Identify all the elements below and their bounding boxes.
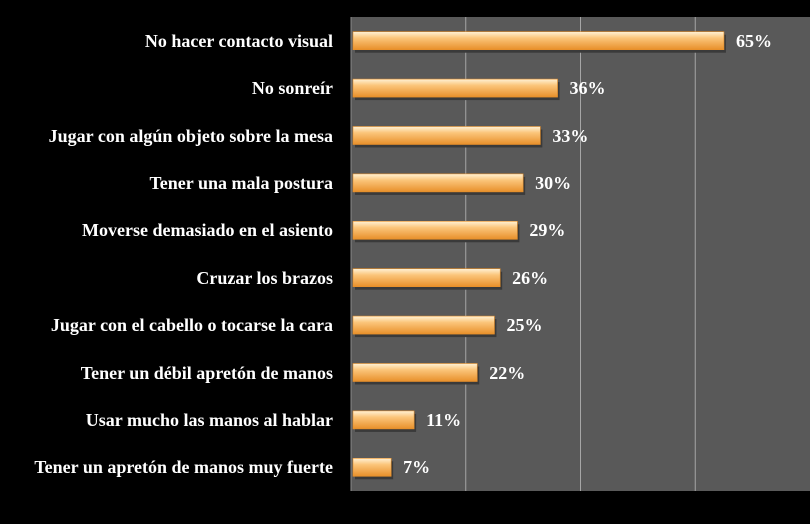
bar-rect	[352, 363, 478, 382]
bar-rect	[352, 78, 558, 98]
bar-rect	[352, 315, 495, 335]
bar-rect	[352, 268, 501, 288]
bar	[352, 268, 503, 290]
bar-rect	[352, 173, 524, 193]
data-label: 7%	[403, 457, 431, 478]
data-label: 33%	[552, 125, 589, 146]
category-label: Moverse demasiado en el asiento	[82, 220, 333, 241]
bar-rect	[352, 457, 392, 477]
bar	[352, 410, 417, 432]
category-label: Usar mucho las manos al hablar	[85, 409, 333, 430]
category-label: Cruzar los brazos	[196, 267, 333, 288]
data-label: 30%	[535, 172, 572, 193]
data-label: 25%	[506, 315, 543, 336]
bar	[352, 173, 526, 195]
data-label: 65%	[735, 30, 772, 51]
bar-rect	[352, 31, 725, 51]
data-label: 22%	[489, 362, 526, 383]
bar-rect	[352, 126, 541, 145]
bar	[352, 78, 560, 101]
category-label: Tener un débil apretón de manos	[80, 362, 333, 383]
data-label: 36%	[569, 78, 606, 99]
data-label: 26%	[512, 267, 549, 288]
bar	[352, 457, 394, 480]
data-label: 11%	[426, 409, 462, 430]
data-label: 29%	[529, 220, 566, 241]
bar	[352, 221, 520, 243]
bars	[352, 31, 726, 480]
category-label: Tener un apretón de manos muy fuerte	[34, 457, 333, 478]
bar-rect	[352, 410, 415, 430]
bar	[352, 315, 497, 338]
category-label: Tener una mala postura	[149, 172, 333, 193]
bar	[352, 31, 726, 53]
bar	[352, 126, 543, 148]
category-label: No hacer contacto visual	[144, 30, 333, 51]
category-label: No sonreír	[251, 78, 333, 99]
category-label: Jugar con algún objeto sobre la mesa	[48, 125, 333, 146]
category-label: Jugar con el cabello o tocarse la cara	[50, 315, 333, 336]
bar	[352, 363, 480, 385]
bar-rect	[352, 221, 518, 240]
